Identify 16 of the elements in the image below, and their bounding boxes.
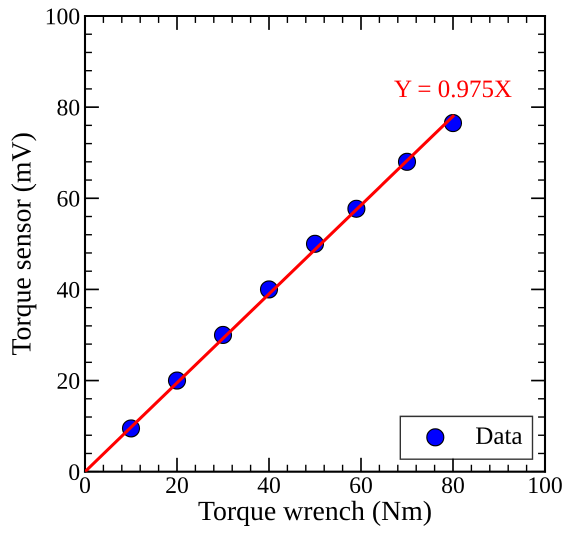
x-tick-label: 20 [166, 477, 188, 494]
y-tick-label: 60 [58, 190, 80, 207]
y-tick-label: 40 [56, 282, 80, 298]
x-tick-label: 100 [529, 477, 562, 494]
y-tick-label: 0 [69, 464, 80, 480]
x-tick-label: 0 [80, 477, 90, 494]
x-tick-label: 60 [350, 477, 372, 494]
y-tick-label: 80 [57, 100, 80, 116]
y-axis-title: Torque sensor (mV) [11, 133, 36, 355]
x-axis-title: Torque wrench (Nm) [198, 500, 431, 526]
y-tick-label: 100 [46, 8, 80, 24]
x-tick-label: 40 [258, 477, 280, 494]
y-tick-label: 20 [58, 373, 80, 389]
legend-label: Data [476, 428, 522, 444]
x-tick-label: 80 [442, 477, 464, 494]
annotation: Y = 0.975X [394, 80, 512, 98]
